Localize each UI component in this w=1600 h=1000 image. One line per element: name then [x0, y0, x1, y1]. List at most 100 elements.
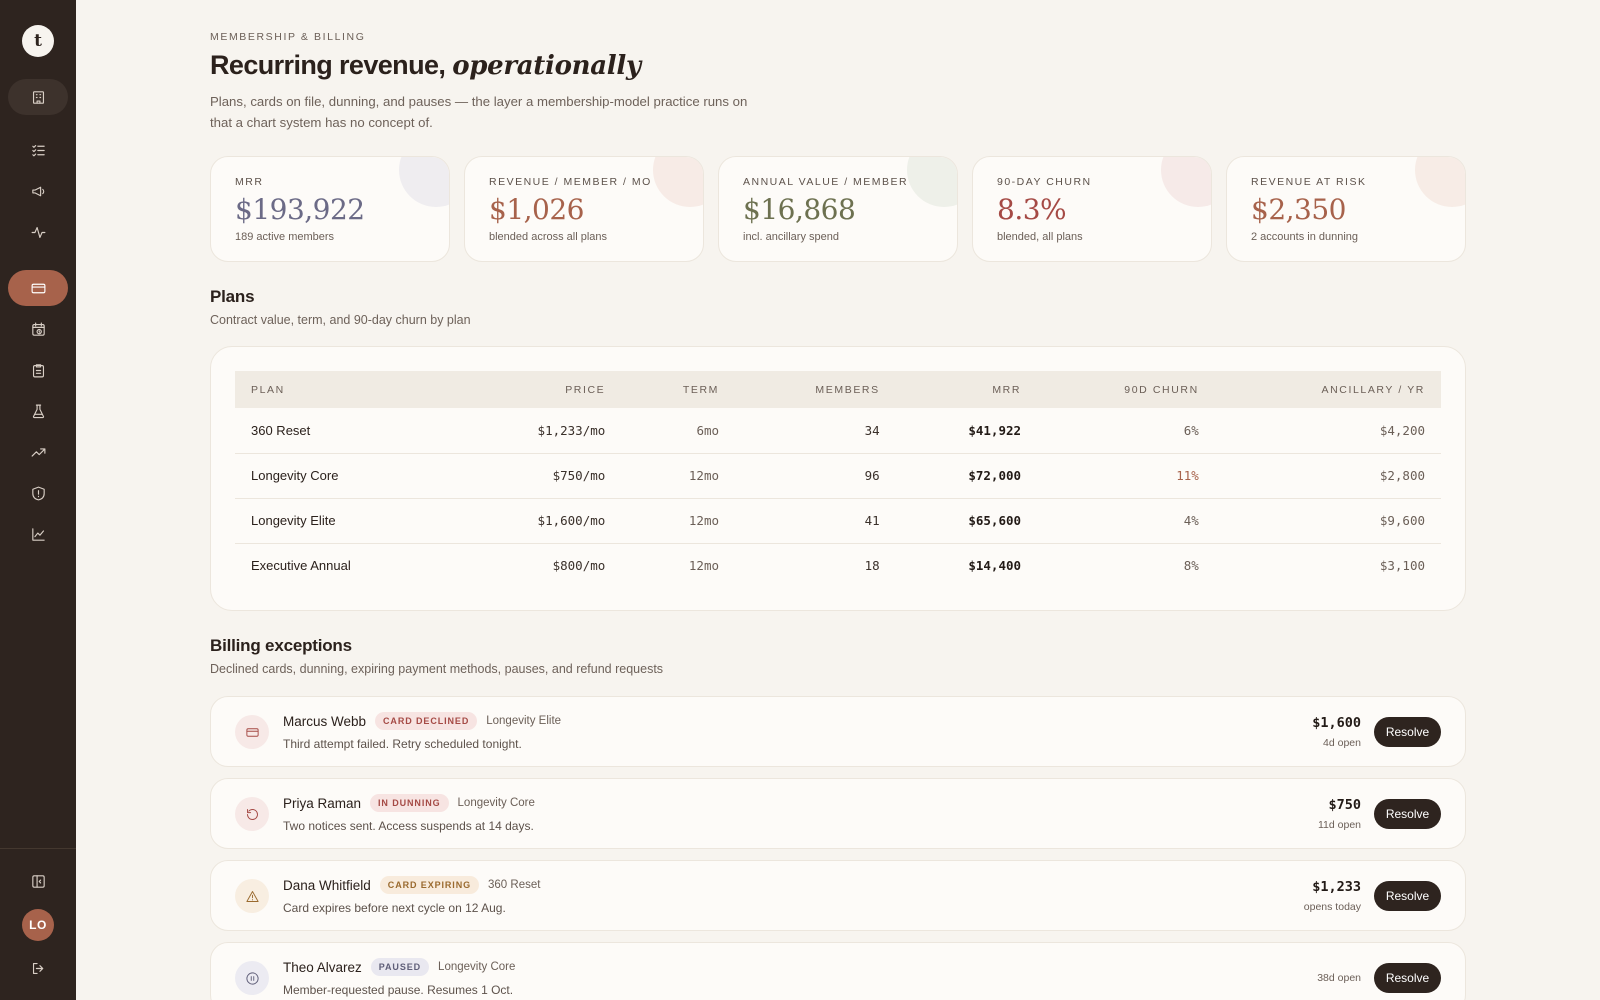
cell-price: $1,233/mo — [454, 408, 622, 454]
cell-churn: 4% — [1037, 498, 1215, 544]
building-icon — [32, 90, 44, 104]
column-header: 90D CHURN — [1124, 383, 1199, 396]
kpi-label: 90-DAY CHURN — [997, 176, 1092, 188]
nav-activity[interactable] — [8, 214, 68, 250]
exception-age: opens today — [1303, 901, 1361, 913]
exception-card: Dana Whitfield CARD EXPIRING 360 Reset Card… — [210, 860, 1466, 931]
pause-icon — [235, 961, 269, 995]
column-header: MRR — [992, 383, 1022, 396]
user-avatar[interactable]: LO — [22, 909, 54, 941]
column-header: ANCILLARY / YR — [1321, 383, 1425, 396]
cell-term: 12mo — [688, 558, 720, 574]
cell-price: $800/mo — [552, 558, 606, 574]
table-header-row: PLAN PRICE TERM MEMBERS MRR 90D CHURN ANCILLAR… — [235, 371, 1441, 408]
exception-detail: Member-requested pause. Resumes 1 Oct. — [283, 983, 514, 997]
cell-churn: 11% — [1037, 453, 1215, 499]
cell-term: 6mo — [621, 408, 736, 454]
billing-exceptions-list: Marcus Webb CARD DECLINED Longevity Elite T… — [210, 696, 1466, 1000]
exception-card: Priya Raman IN DUNNING Longevity Core Two n… — [210, 778, 1466, 849]
exception-header: Theo Alvarez PAUSED Longevity Core — [283, 958, 515, 976]
logout-icon — [32, 962, 43, 974]
exceptions-section-subtitle: Declined cards, dunning, expiring paymen… — [210, 662, 664, 676]
sidebar-divider — [0, 848, 76, 849]
page-description: Plans, cards on file, dunning, and pause… — [210, 94, 748, 130]
clipboard-icon — [32, 363, 44, 377]
kpi-card: MRR $193,922 189 active members — [210, 156, 450, 262]
exception-detail: Two notices sent. Access suspends at 14 … — [283, 819, 534, 833]
nav-billing[interactable] — [8, 270, 68, 306]
kpi-value: $16,868 — [743, 193, 856, 226]
exception-header: Marcus Webb CARD DECLINED Longevity Elite — [283, 712, 561, 730]
kpi-card: REVENUE / MEMBER / MO $1,026 blended acros… — [464, 156, 704, 262]
status-badge: CARD EXPIRING — [379, 876, 480, 894]
table-row[interactable]: Longevity Elite $1,600/mo 12mo 41 $65,600 4% $… — [235, 498, 1441, 544]
kpi-row: MRR $193,922 189 active members REVENUE / M… — [210, 156, 1466, 262]
resolve-button[interactable]: Resolve — [1374, 799, 1441, 829]
cell-plan: Executive Annual — [251, 558, 351, 574]
nav-campaigns[interactable] — [8, 173, 68, 209]
cell-ancillary: $4,200 — [1214, 408, 1441, 454]
resolve-button[interactable]: Resolve — [1374, 963, 1441, 993]
column-header: PLAN — [251, 383, 285, 396]
kpi-subtext: blended, all plans — [997, 231, 1083, 243]
plan-label: Longevity Core — [457, 797, 535, 809]
nav-compliance[interactable] — [8, 475, 68, 511]
retry-icon — [235, 797, 269, 831]
member-name[interactable]: Priya Raman — [283, 795, 362, 811]
cell-ancillary: $2,800 — [1214, 453, 1441, 499]
member-name[interactable]: Theo Alvarez — [283, 959, 362, 975]
sidebar: t LO — [0, 0, 76, 1000]
pulse-icon — [31, 226, 45, 238]
cell-churn: 6% — [1037, 408, 1215, 454]
cell-members: 41 — [735, 498, 896, 544]
collapse-sidebar-button[interactable] — [8, 863, 68, 899]
member-name[interactable]: Dana Whitfield — [283, 877, 371, 893]
cell-price: $750/mo — [454, 453, 622, 499]
kpi-card: 90-DAY CHURN 8.3% blended, all plans — [972, 156, 1212, 262]
cell-plan: Longevity Core — [235, 453, 455, 499]
cell-plan: 360 Reset — [235, 408, 455, 454]
kpi-value: $2,350 — [1251, 193, 1346, 226]
plans-section-title: Plans — [210, 287, 255, 306]
nav-growth[interactable] — [8, 434, 68, 470]
flask-icon — [32, 404, 44, 418]
column-header: PRICE — [565, 383, 606, 396]
kpi-value: 8.3% — [997, 193, 1067, 226]
resolve-button[interactable]: Resolve — [1374, 881, 1441, 911]
nav-checklist[interactable] — [8, 132, 68, 168]
nav-labs[interactable] — [8, 393, 68, 429]
cell-churn: 8% — [1183, 558, 1199, 574]
exception-age: 38d open — [1317, 972, 1361, 984]
checklist-icon — [31, 144, 45, 156]
logout-button[interactable] — [8, 950, 68, 986]
kpi-label: REVENUE AT RISK — [1251, 176, 1367, 188]
line-chart-icon — [31, 527, 45, 541]
nav-building[interactable] — [8, 79, 68, 115]
nav-analytics[interactable] — [8, 516, 68, 552]
cell-members: 34 — [735, 408, 896, 454]
cell-mrr: $72,000 — [895, 453, 1038, 499]
exception-age: 11d open — [1317, 819, 1361, 831]
calendar-clock-icon — [31, 322, 45, 336]
exception-amount: $1,233 — [1312, 879, 1361, 895]
table-row[interactable]: 360 Reset $1,233/mo 6mo 34 $41,922 6% $4,200 — [235, 408, 1441, 454]
exception-detail: Third attempt failed. Retry scheduled to… — [283, 737, 522, 751]
plans-table: PLAN PRICE TERM MEMBERS MRR 90D CHURN ANCILLAR… — [235, 371, 1441, 588]
resolve-button[interactable]: Resolve — [1374, 717, 1441, 747]
cell-term: 12mo — [621, 498, 736, 544]
app-logo[interactable]: t — [22, 25, 54, 57]
exception-header: Dana Whitfield CARD EXPIRING 360 Reset — [283, 876, 540, 894]
member-name[interactable]: Marcus Webb — [283, 713, 367, 729]
exceptions-section-title: Billing exceptions — [210, 636, 352, 655]
cell-price: $1,600/mo — [454, 498, 622, 544]
cell-term: 12mo — [621, 453, 736, 499]
exception-header: Priya Raman IN DUNNING Longevity Core — [283, 794, 535, 812]
exception-amount: $750 — [1328, 797, 1361, 813]
table-row[interactable]: Longevity Core $750/mo 12mo 96 $72,000 11% $2,… — [235, 453, 1441, 499]
column-header: MEMBERS — [815, 383, 880, 396]
table-row[interactable]: Executive Annual $800/mo 12mo 18 $14,400 8% $3… — [235, 543, 1441, 588]
cell-plan: Longevity Elite — [235, 498, 455, 544]
kpi-label: REVENUE / MEMBER / MO — [489, 176, 652, 188]
nav-schedule[interactable] — [8, 311, 68, 347]
nav-orders[interactable] — [8, 352, 68, 388]
